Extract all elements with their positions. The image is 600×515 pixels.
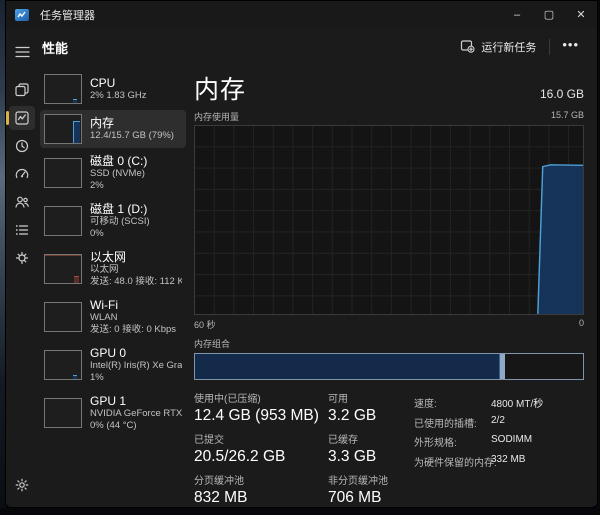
gpu1-subtitle2: 0% (44 °C)	[90, 420, 137, 431]
gpu1-sparkline-thumbnail	[44, 398, 82, 428]
ethernet-sparkline-thumbnail	[44, 254, 82, 284]
detail-slots-used: 已使用的插槽: 2/2	[414, 414, 505, 430]
sidebar-item-disk0[interactable]: 磁盘 0 (C:) SSD (NVMe) 2%	[40, 150, 186, 196]
memory-title: 内存	[90, 116, 115, 130]
run-new-task-label: 运行新任务	[481, 42, 537, 54]
wifi-subtitle1: WLAN	[90, 312, 118, 323]
cpu-sparkline-thumbnail	[44, 74, 82, 104]
disk1-subtitle1: 可移动 (SCSI)	[90, 216, 150, 227]
sidebar-item-memory[interactable]: 内存 12.4/15.7 GB (79%)	[40, 110, 186, 148]
sidebar-item-ethernet[interactable]: 以太网 以太网 发送: 48.0 接收: 112 K	[40, 246, 186, 292]
titlebar: 任务管理器 – ▢ ✕	[6, 1, 597, 28]
gpu0-subtitle2: 1%	[90, 372, 104, 383]
performance-icon[interactable]	[6, 106, 35, 130]
memory-stats-grid: 使用中(已压缩) 12.4 GB (953 MB) 可用 3.2 GB 已提交 …	[194, 393, 388, 507]
page-title: 性能	[42, 40, 69, 56]
disk0-sparkline-thumbnail	[44, 158, 82, 188]
wifi-subtitle2: 发送: 0 接收: 0 Kbps	[90, 324, 177, 335]
cpu-subtitle: 2% 1.83 GHz	[90, 90, 147, 101]
memory-composition-bar	[194, 353, 584, 380]
memory-total-capacity: 16.0 GB	[539, 87, 584, 101]
header-divider	[549, 39, 551, 55]
disk0-subtitle1: SSD (NVMe)	[90, 168, 145, 179]
gpu1-title: GPU 1	[90, 394, 127, 408]
app-history-icon[interactable]	[9, 134, 35, 158]
detail-form-factor: 外形规格: SODIMM	[414, 434, 533, 449]
services-icon[interactable]	[9, 246, 35, 270]
stat-cached: 已缓存 3.3 GB	[328, 435, 377, 465]
settings-gear-icon[interactable]	[9, 473, 35, 497]
close-button[interactable]: ✕	[576, 9, 586, 21]
time-window-label: 60 秒	[194, 320, 216, 331]
stat-paged-pool: 分页缓冲池 832 MB	[194, 476, 248, 506]
desktop-background-sliver	[0, 0, 6, 508]
composition-modified-segment	[499, 354, 506, 379]
stat-in-use: 使用中(已压缩) 12.4 GB (953 MB)	[194, 394, 319, 424]
stat-available: 可用 3.2 GB	[328, 394, 377, 424]
gpu1-subtitle1: NVIDIA GeForce RTX	[90, 408, 182, 419]
startup-apps-icon[interactable]	[9, 162, 35, 186]
wifi-title: Wi-Fi	[90, 298, 118, 312]
memory-axis-max: 15.7 GB	[550, 110, 584, 120]
maximize-button[interactable]: ▢	[543, 9, 555, 21]
stat-committed: 已提交 20.5/26.2 GB	[194, 435, 286, 465]
run-new-task-button[interactable]: 运行新任务	[451, 34, 545, 61]
ethernet-subtitle1: 以太网	[90, 264, 119, 275]
cpu-title: CPU	[90, 76, 116, 90]
page-header: 性能 运行新任务 •••	[38, 28, 597, 66]
run-new-task-icon	[460, 39, 475, 56]
window-controls: – ▢ ✕	[501, 1, 597, 28]
disk0-subtitle2: 2%	[90, 180, 104, 191]
sidebar-item-wifi[interactable]: Wi-Fi WLAN 发送: 0 接收: 0 Kbps	[40, 294, 186, 340]
sidebar-item-cpu[interactable]: CPU 2% 1.83 GHz	[40, 70, 186, 108]
memory-sparkline-thumbnail	[44, 114, 82, 144]
time-end-label: 0	[578, 318, 584, 329]
minimize-button[interactable]: –	[513, 8, 521, 21]
window-title: 任务管理器	[40, 9, 95, 22]
sidebar-item-gpu0[interactable]: GPU 0 Intel(R) Iris(R) Xe Grap 1%	[40, 342, 186, 388]
sidebar-item-disk1[interactable]: 磁盘 1 (D:) 可移动 (SCSI) 0%	[40, 198, 186, 244]
disk0-title: 磁盘 0 (C:)	[90, 154, 148, 168]
memory-usage-graph	[194, 125, 584, 316]
memory-subtitle: 12.4/15.7 GB (79%)	[90, 130, 174, 141]
composition-used-segment	[195, 354, 500, 379]
task-manager-window: 任务管理器 – ▢ ✕	[5, 0, 598, 508]
memory-hardware-details: 速度: 4800 MT/秒 已使用的插槽: 2/2 外形规格: SODIMM	[414, 395, 543, 507]
hamburger-menu-icon[interactable]	[9, 40, 35, 64]
ethernet-title: 以太网	[90, 250, 127, 264]
task-manager-app-icon	[14, 8, 30, 22]
wifi-sparkline-thumbnail	[44, 302, 82, 332]
performance-sidebar: CPU 2% 1.83 GHz 内存 12.4/15.7 GB (79%)	[38, 66, 188, 507]
memory-composition-label: 内存组合	[194, 339, 231, 350]
gpu0-title: GPU 0	[90, 346, 127, 360]
processes-icon[interactable]	[9, 78, 35, 102]
ethernet-subtitle2: 发送: 48.0 接收: 112 K	[90, 276, 182, 287]
memory-detail-panel: 内存 16.0 GB 内存使用量 15.7 GB 60 秒	[188, 66, 597, 507]
more-options-button[interactable]: •••	[562, 36, 579, 52]
detail-speed: 速度: 4800 MT/秒	[414, 399, 544, 410]
disk1-sparkline-thumbnail	[44, 206, 82, 236]
disk1-subtitle2: 0%	[90, 228, 104, 239]
gpu0-subtitle1: Intel(R) Iris(R) Xe Grap	[90, 360, 182, 371]
detail-hardware-reserved: 为硬件保留的内存: 332 MB	[414, 453, 526, 469]
navigation-rail	[6, 28, 38, 507]
details-icon[interactable]	[9, 218, 35, 242]
memory-usage-axis-label: 内存使用量	[194, 112, 240, 122]
gpu0-sparkline-thumbnail	[44, 350, 82, 380]
memory-panel-title: 内存	[194, 76, 247, 104]
sidebar-item-gpu1[interactable]: GPU 1 NVIDIA GeForce RTX 0% (44 °C)	[40, 390, 186, 436]
disk1-title: 磁盘 1 (D:)	[90, 202, 148, 216]
users-icon[interactable]	[9, 190, 35, 214]
stat-non-paged-pool: 非分页缓冲池 706 MB	[328, 476, 388, 506]
